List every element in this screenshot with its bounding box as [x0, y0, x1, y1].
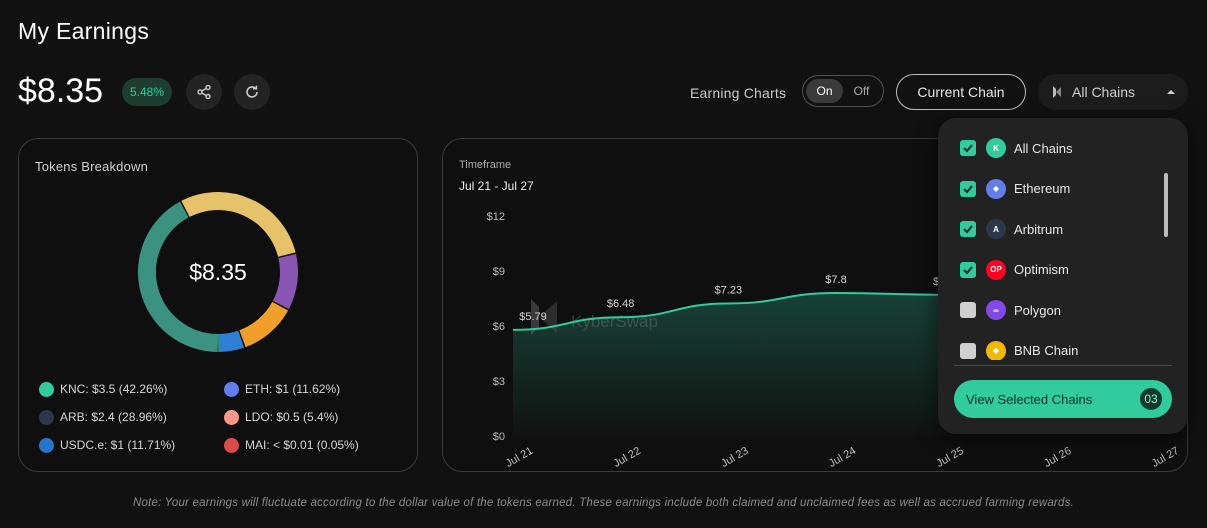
legend-text: ETH: $1 (11.62%) [245, 382, 341, 396]
total-earnings: $8.35 [18, 72, 104, 110]
legend-text: KNC: $3.5 (42.26%) [60, 382, 168, 396]
timeframe-label: Timeframe [459, 159, 512, 171]
legend-text: USDC.e: $1 (11.71%) [60, 438, 176, 452]
chain-option-optimism[interactable]: OP Optimism [938, 250, 1158, 291]
data-label: $7.23 [715, 284, 743, 296]
y-tick-label: $12 [487, 211, 505, 223]
earning-charts-toggle[interactable]: On Off [802, 75, 884, 107]
tokens-breakdown-card: Tokens Breakdown $8.35 KNC: $3.5 (42.26%… [18, 138, 418, 472]
view-selected-label: View Selected Chains [966, 391, 1093, 407]
legend-item-mai: MAI: < $0.01 (0.05%) [224, 435, 409, 455]
x-tick-label: Jul 22 [611, 445, 642, 470]
x-tick-label: Jul 23 [719, 445, 750, 470]
ldo-icon [224, 409, 239, 425]
checkbox[interactable] [960, 180, 976, 197]
tokens-card-title: Tokens Breakdown [35, 159, 149, 174]
checkbox[interactable] [960, 302, 976, 319]
timeframe-range: Jul 21 - Jul 27 [459, 179, 534, 193]
dropdown-scrollbar[interactable] [1164, 173, 1168, 237]
optimism-icon: OP [986, 259, 1006, 280]
chain-option-label: Arbitrum [1014, 221, 1064, 237]
ethereum-icon: ◆ [986, 178, 1006, 199]
chain-option-label: Ethereum [1014, 181, 1071, 197]
data-label: $7.8 [825, 274, 846, 286]
legend-text: LDO: $0.5 (5.4%) [245, 410, 339, 424]
arbitrum-icon: A [986, 219, 1006, 240]
chain-option-ethereum[interactable]: ◆ Ethereum [938, 169, 1158, 210]
chain-option-bnb-chain[interactable]: ◆ BNB Chain [938, 331, 1158, 360]
chain-option-polygon[interactable]: ∞ Polygon [938, 290, 1158, 331]
caret-up-icon [1167, 90, 1175, 94]
legend-text: MAI: < $0.01 (0.05%) [245, 438, 359, 452]
donut-slice-eth[interactable] [272, 253, 298, 310]
change-badge: 5.48% [122, 78, 173, 106]
chain-option-label: BNB Chain [1014, 343, 1079, 359]
eth-icon [224, 381, 239, 397]
polygon-icon: ∞ [986, 300, 1006, 321]
y-tick-label: $6 [493, 321, 505, 333]
watermark-text: KyberSwap [571, 312, 658, 331]
chains-list[interactable]: K All Chains ◆ Ethereum A Arbitrum OP Optimism ∞… [938, 128, 1158, 360]
kyber-icon [1053, 86, 1061, 98]
checkbox[interactable] [960, 140, 976, 157]
donut-center-value: $8.35 [189, 258, 247, 285]
refresh-icon [246, 85, 258, 98]
all-chains-label: All Chains [1072, 84, 1136, 100]
kyber-icon: K [986, 138, 1006, 159]
chain-option-all-chains[interactable]: K All Chains [938, 128, 1158, 169]
checkbox[interactable] [960, 261, 976, 278]
data-label: $6.48 [607, 298, 635, 310]
x-tick-label: Jul 24 [827, 445, 858, 470]
toggle-on[interactable]: On [806, 79, 843, 103]
tokens-donut-chart [138, 192, 298, 352]
chain-option-label: Optimism [1014, 262, 1069, 278]
legend-item-usdc-e: USDC.e: $1 (11.71%) [39, 435, 224, 455]
view-selected-chains-button[interactable]: View Selected Chains 03 [954, 380, 1172, 418]
x-tick-label: Jul 21 [504, 445, 535, 470]
check-icon [963, 266, 973, 275]
toggle-off[interactable]: Off [853, 84, 870, 98]
check-icon [963, 144, 973, 153]
selected-count-badge: 03 [1140, 388, 1162, 410]
chains-dropdown: K All Chains ◆ Ethereum A Arbitrum OP Optimism ∞… [938, 118, 1188, 434]
legend-item-arb: ARB: $2.4 (28.96%) [39, 407, 224, 427]
arb-icon [39, 409, 54, 425]
x-tick-label: Jul 25 [934, 445, 965, 470]
chain-option-label: Polygon [1014, 302, 1061, 318]
donut-slice-arb[interactable] [181, 192, 296, 258]
list-divider [954, 365, 1172, 366]
knc-icon [39, 381, 54, 397]
bnb-icon: ◆ [986, 340, 1006, 360]
y-tick-label: $9 [493, 266, 505, 278]
y-tick-label: $0 [493, 431, 505, 443]
current-chain-button[interactable]: Current Chain [896, 74, 1026, 110]
chain-option-arbitrum[interactable]: A Arbitrum [938, 209, 1158, 250]
usdc-icon [39, 437, 54, 453]
footer-note: Note: Your earnings will fluctuate accor… [132, 497, 1074, 509]
legend-text: ARB: $2.4 (28.96%) [60, 410, 167, 424]
refresh-button[interactable] [234, 74, 270, 110]
tokens-legend: KNC: $3.5 (42.26%) ETH: $1 (11.62%) ARB: $… [39, 379, 409, 455]
share-icon [197, 84, 211, 100]
donut-slice-knc[interactable] [138, 201, 218, 352]
check-icon [963, 185, 973, 194]
earning-charts-label: Earning Charts [690, 85, 787, 101]
all-chains-button[interactable]: All Chains [1038, 74, 1188, 110]
chain-option-label: All Chains [1014, 140, 1073, 156]
checkbox[interactable] [960, 221, 976, 238]
data-label: $5.79 [519, 311, 547, 323]
x-tick-label: Jul 26 [1042, 445, 1073, 470]
share-button[interactable] [186, 74, 222, 110]
page-title: My Earnings [18, 18, 150, 44]
mai-icon [224, 437, 239, 453]
legend-item-knc: KNC: $3.5 (42.26%) [39, 379, 224, 399]
check-icon [963, 225, 973, 234]
donut-slice-usdc-e[interactable] [239, 301, 289, 348]
donut-slice-ldo[interactable] [218, 330, 245, 352]
legend-item-eth: ETH: $1 (11.62%) [224, 379, 409, 399]
checkbox[interactable] [960, 342, 976, 359]
legend-item-ldo: LDO: $0.5 (5.4%) [224, 407, 409, 427]
y-tick-label: $3 [493, 376, 505, 388]
x-tick-label: Jul 27 [1150, 445, 1181, 470]
